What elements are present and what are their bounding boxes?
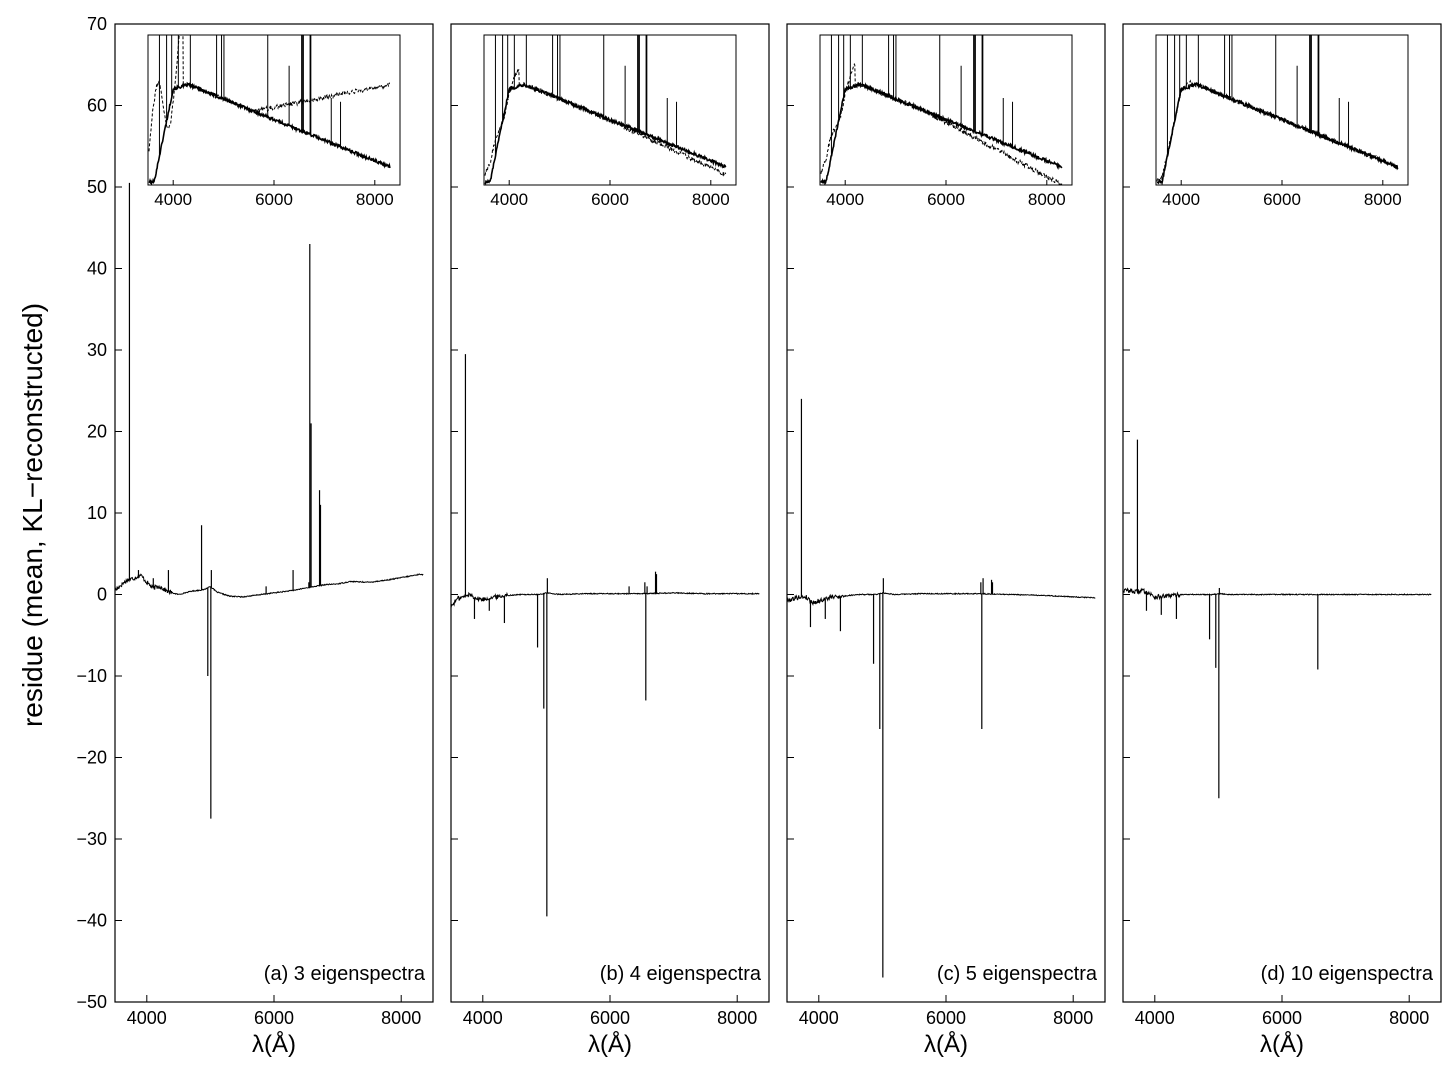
y-axis-label: residue (mean, KL−reconstructed) [17,303,48,727]
inset-x-tick-label: 4000 [490,190,528,209]
x-tick-label: 4000 [127,1008,167,1028]
x-tick-label: 8000 [381,1008,421,1028]
y-tick-label: 70 [87,14,107,34]
x-axis-label: λ(Å) [1260,1030,1304,1058]
y-tick-label: 0 [97,585,107,605]
y-tick-label: −10 [76,666,107,686]
y-tick-label: 40 [87,259,107,279]
y-tick-label: 30 [87,340,107,360]
inset-x-tick-label: 8000 [692,190,730,209]
y-tick-label: −40 [76,911,107,931]
x-tick-label: 8000 [1389,1008,1429,1028]
x-axis-label: λ(Å) [252,1030,296,1058]
inset-frame [147,34,401,186]
panel-a: −50 −40 −30 −20 −10 0 10 20 30 40 50 60 70 4000 6000 80… [76,14,434,1058]
inset-x-tick-label: 8000 [1028,190,1066,209]
x-tick-label: 6000 [926,1008,966,1028]
y-tick-label: 10 [87,503,107,523]
inset: 4000 6000 8000 [483,34,737,209]
inset: 4000 6000 8000 [147,34,401,209]
inset-reconstructed-spectrum [1156,79,1399,182]
inset-x-tick-label: 4000 [154,190,192,209]
x-tick-label: 4000 [1135,1008,1175,1028]
inset-frame [819,34,1073,186]
x-tick-label: 8000 [717,1008,757,1028]
y-tick-label: 20 [87,422,107,442]
inset-x-tick-label: 8000 [356,190,394,209]
inset-mean-spectrum [148,81,391,185]
inset-x-tick-label: 6000 [927,190,965,209]
inset: 4000 6000 8000 [1155,34,1409,209]
inset-frame [1155,34,1409,186]
inset-reconstructed-spectrum [484,68,727,177]
panel-label: (a) 3 eigenspectra [264,963,426,985]
x-axis-label: λ(Å) [924,1030,968,1058]
inset-x-tick-label: 4000 [1162,190,1200,209]
residual-line [786,592,1096,607]
panels: −50 −40 −30 −20 −10 0 10 20 30 40 50 60 70 4000 6000 80… [76,14,1442,1058]
panel-c: 4000 6000 8000 λ(Å) (c) 5 eigenspectra 4000 60… [786,23,1106,1058]
x-axis-label: λ(Å) [588,1030,632,1058]
panel-label: (c) 5 eigenspectra [937,963,1098,985]
x-tick-label: 6000 [590,1008,630,1028]
inset-x-tick-label: 6000 [1263,190,1301,209]
y-tick-label: −50 [76,992,107,1012]
inset: 4000 6000 8000 [819,34,1073,209]
inset-reconstructed-spectrum [148,35,390,152]
residual-line [114,573,424,598]
inset-mean-spectrum [820,81,1063,185]
x-tick-label: 4000 [799,1008,839,1028]
residual-line [1122,587,1432,601]
inset-x-tick-label: 4000 [826,190,864,209]
x-tick-label: 6000 [254,1008,294,1028]
panel-label: (d) 10 eigenspectra [1261,963,1434,985]
x-tick-label: 8000 [1053,1008,1093,1028]
inset-x-tick-label: 6000 [255,190,293,209]
y-tick-label: 50 [87,177,107,197]
x-tick-label: 4000 [463,1008,503,1028]
y-tick-label: 60 [87,96,107,116]
panel-b: 4000 6000 8000 λ(Å) (b) 4 eigenspectra 4000 60… [450,23,770,1058]
residual-line [450,591,760,608]
x-tick-label: 6000 [1262,1008,1302,1028]
panel-label: (b) 4 eigenspectra [600,963,762,985]
inset-x-tick-label: 8000 [1364,190,1402,209]
panel-d: 4000 6000 8000 λ(Å) (d) 10 eigenspectra 4000 6… [1122,23,1442,1058]
inset-x-tick-label: 6000 [591,190,629,209]
y-tick-label: −20 [76,748,107,768]
y-tick-label: −30 [76,829,107,849]
inset-reconstructed-spectrum [820,62,1063,185]
